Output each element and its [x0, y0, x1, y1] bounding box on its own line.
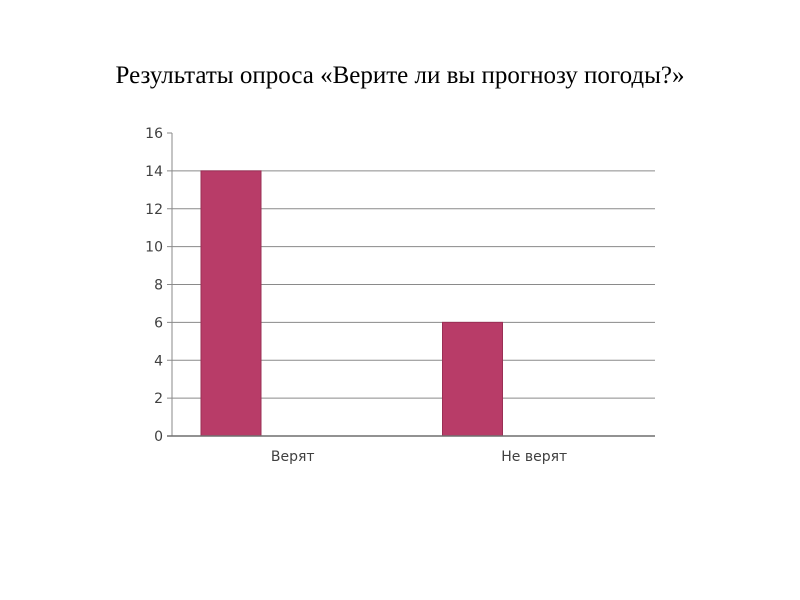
- axes: [167, 133, 655, 437]
- y-tick-label: 10: [145, 240, 163, 256]
- x-tick-label: Верят: [271, 449, 315, 465]
- y-tick-label: 16: [145, 126, 163, 142]
- y-tick-label: 12: [145, 202, 163, 218]
- bar-1: [200, 170, 262, 437]
- x-tick-label: Не верят: [501, 449, 567, 465]
- y-tick-label: 8: [154, 278, 163, 294]
- chart-title: Результаты опроса «Верите ли вы прогнозу…: [115, 62, 685, 89]
- y-tick-label: 14: [145, 164, 163, 180]
- y-axis-ticks: 0 2 4 6 8 10 12 14 16: [145, 126, 163, 445]
- bars: [200, 170, 503, 437]
- y-tick-label: 4: [154, 353, 163, 369]
- y-tick-label: 0: [154, 429, 163, 445]
- y-tick-label: 6: [154, 315, 163, 331]
- x-axis-ticks: Верят Не верят: [271, 449, 567, 465]
- y-tick-label: 2: [154, 391, 163, 407]
- bar-2: [442, 321, 503, 437]
